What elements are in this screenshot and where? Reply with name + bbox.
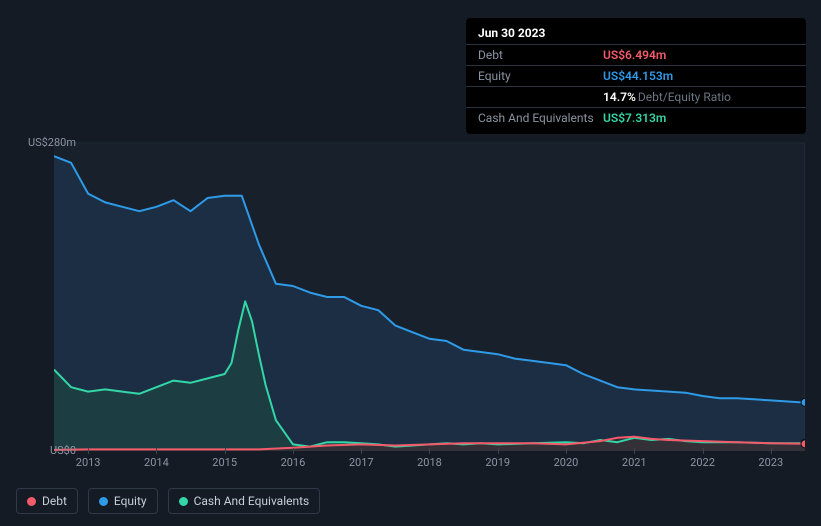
- tooltip-suffix: Debt/Equity Ratio: [638, 90, 731, 104]
- tooltip-label: Debt: [478, 48, 603, 62]
- tooltip-label: Cash And Equivalents: [478, 111, 603, 125]
- x-axis-tick: 2017: [327, 456, 395, 476]
- y-axis-label: US$0: [16, 444, 76, 457]
- chart-plot[interactable]: [54, 125, 805, 451]
- legend-item-debt[interactable]: Debt: [16, 488, 78, 514]
- legend-label: Debt: [42, 494, 67, 508]
- x-axis: 2013201420152016201720182019202020212022…: [54, 456, 805, 476]
- x-axis-tick: 2016: [259, 456, 327, 476]
- y-axis-label: US$280m: [16, 136, 76, 149]
- legend-label: Cash And Equivalents: [194, 494, 310, 508]
- x-axis-tick: 2020: [532, 456, 600, 476]
- x-axis-tick: 2022: [668, 456, 736, 476]
- tooltip-value: US$7.313m: [603, 111, 666, 125]
- tooltip-row: 14.7%Debt/Equity Ratio: [466, 86, 806, 107]
- tooltip-label: Equity: [478, 69, 603, 83]
- marker-dot: [801, 440, 805, 448]
- tooltip-value: 14.7%Debt/Equity Ratio: [603, 90, 731, 104]
- legend-swatch: [179, 497, 188, 506]
- legend-swatch: [27, 497, 36, 506]
- x-axis-tick: 2013: [54, 456, 122, 476]
- tooltip-row: EquityUS$44.153m: [466, 65, 806, 86]
- legend-item-equity[interactable]: Equity: [88, 488, 158, 514]
- chart-tooltip: Jun 30 2023 DebtUS$6.494mEquityUS$44.153…: [466, 18, 806, 134]
- marker-dot: [801, 398, 805, 406]
- x-axis-tick: 2019: [464, 456, 532, 476]
- tooltip-date: Jun 30 2023: [466, 24, 806, 44]
- chart-legend: Debt Equity Cash And Equivalents: [16, 488, 320, 514]
- x-axis-tick: 2021: [600, 456, 668, 476]
- tooltip-row: DebtUS$6.494m: [466, 44, 806, 65]
- legend-swatch: [99, 497, 108, 506]
- tooltip-value: US$6.494m: [603, 48, 666, 62]
- x-axis-tick: 2015: [191, 456, 259, 476]
- tooltip-value: US$44.153m: [603, 69, 673, 83]
- x-axis-tick: 2018: [395, 456, 463, 476]
- legend-label: Equity: [114, 494, 147, 508]
- chart-area: 2013201420152016201720182019202020212022…: [16, 125, 805, 476]
- legend-item-cash-and-equivalents[interactable]: Cash And Equivalents: [168, 488, 321, 514]
- tooltip-label: [478, 90, 603, 104]
- x-axis-tick: 2014: [122, 456, 190, 476]
- x-axis-tick: 2023: [737, 456, 805, 476]
